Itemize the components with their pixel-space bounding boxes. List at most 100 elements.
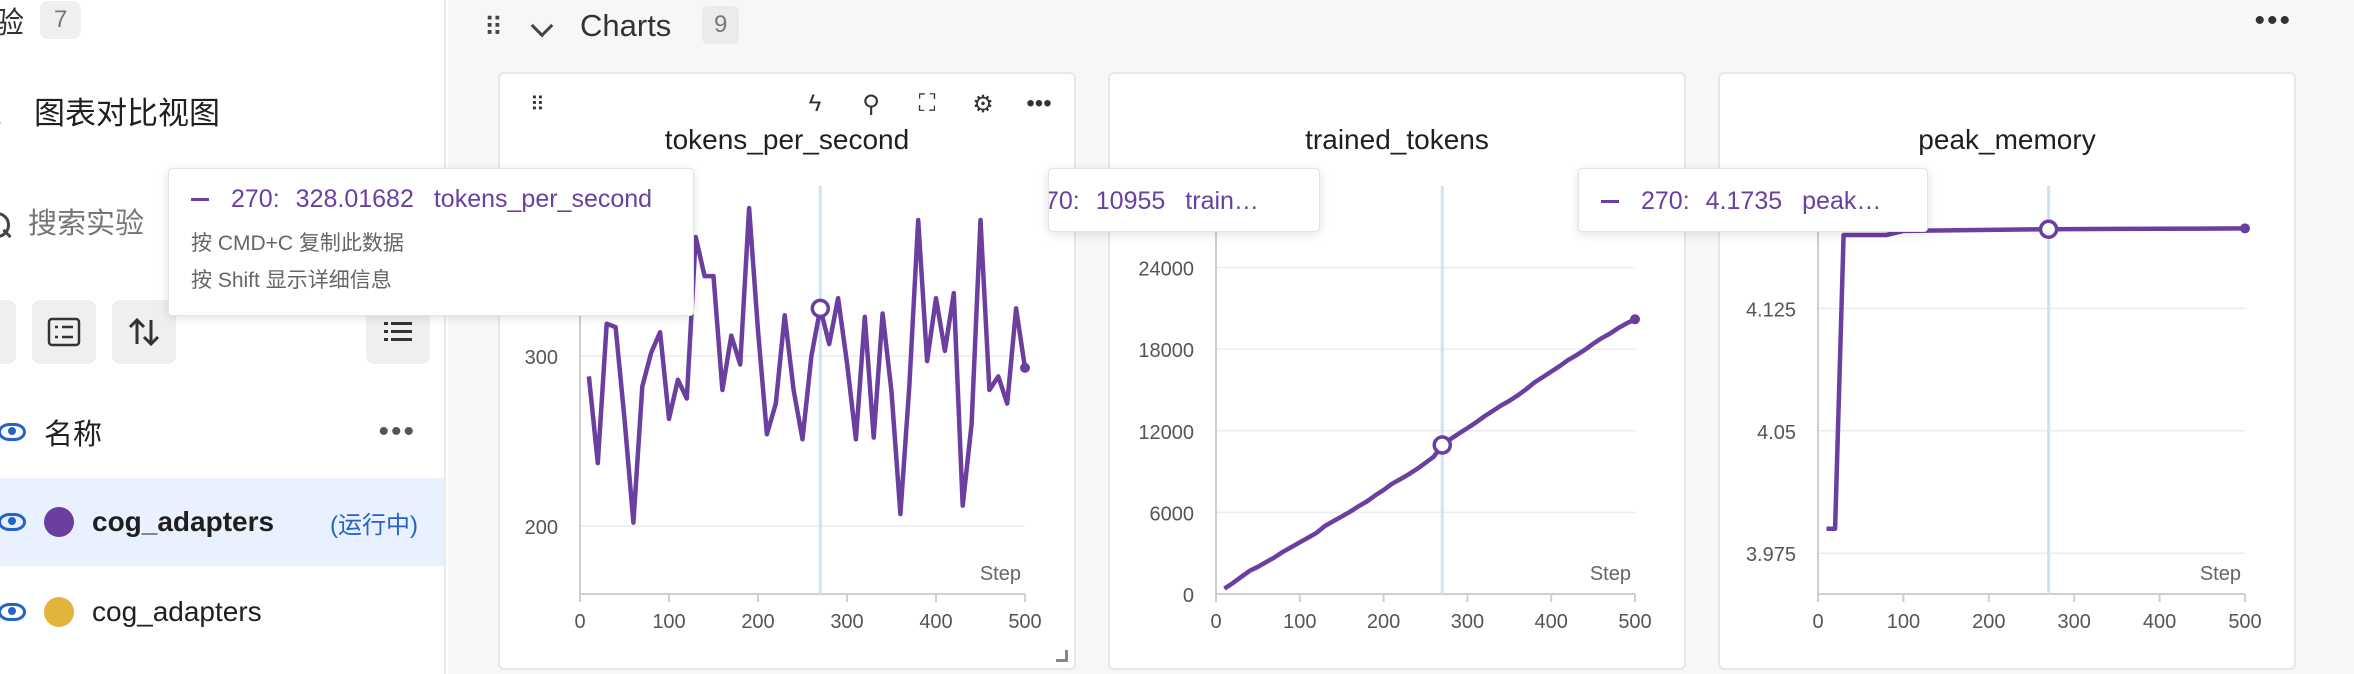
x-tick-label: 100 bbox=[1283, 611, 1316, 633]
y-tick-label: 200 bbox=[525, 517, 558, 539]
x-tick-label: 0 bbox=[1210, 611, 1221, 633]
tooltip-series: tokens_per_second bbox=[433, 184, 653, 213]
eye-icon[interactable] bbox=[0, 603, 26, 621]
tooltip-row: 270: 328.01682 tokens_per_second bbox=[191, 179, 693, 219]
y-tick-label: 6000 bbox=[1150, 503, 1195, 525]
tooltip-step: 270: bbox=[231, 184, 280, 213]
tooltip-row: 70: 10955 train… bbox=[1049, 181, 1319, 221]
hover-point bbox=[810, 298, 831, 319]
run-row[interactable]: cog_adapters bbox=[0, 568, 444, 656]
x-tick-label: 0 bbox=[574, 611, 585, 633]
experiment-group-header[interactable]: 验 7 bbox=[0, 0, 82, 42]
eye-icon[interactable] bbox=[0, 513, 26, 531]
series-marker bbox=[191, 197, 209, 201]
chart-title: trained_tokens bbox=[1305, 124, 1489, 155]
section-title: Charts bbox=[580, 8, 672, 43]
more-icon[interactable]: ••• bbox=[378, 415, 416, 448]
lightning-icon[interactable]: ϟ bbox=[808, 90, 822, 117]
y-tick-label: 4.125 bbox=[1746, 299, 1796, 321]
tooltip-row: 270: 4.1735 peak… bbox=[1601, 181, 1927, 221]
eye-icon[interactable] bbox=[0, 423, 26, 441]
y-tick-label: 18000 bbox=[1138, 340, 1194, 362]
view-label: 图表对比视图 bbox=[34, 96, 220, 131]
x-tick-label: 400 bbox=[2143, 611, 2176, 633]
series-line bbox=[1826, 226, 2246, 531]
view-icon: ⌊ bbox=[0, 94, 22, 127]
run-name: cog_adapters bbox=[92, 506, 275, 537]
fullscreen-icon[interactable]: ⛶ bbox=[918, 90, 936, 117]
run-color-dot[interactable] bbox=[44, 507, 74, 537]
tooltip-value: 4.1735 bbox=[1705, 186, 1783, 215]
experiment-sidebar: 验 7 ⌊ 图表对比视图 ▤ bbox=[0, 0, 446, 674]
hover-point bbox=[2038, 219, 2059, 239]
y-tick-label: 12000 bbox=[1138, 422, 1194, 444]
list-icon bbox=[384, 322, 412, 341]
chart-card[interactable]: ⠿ ϟ ⚲ ⛶ ⚙ ••• tokens_per_second 200 300 0 1… bbox=[498, 72, 1076, 670]
series-line bbox=[1223, 317, 1636, 591]
tooltip-series: peak… bbox=[1802, 186, 1882, 215]
chart-tooltip: 270: 328.01682 tokens_per_second 按 CMD+C… bbox=[168, 168, 694, 316]
name-column-header: 名称 bbox=[44, 419, 103, 451]
search-icon bbox=[0, 210, 18, 240]
x-tick-label: 500 bbox=[1008, 611, 1041, 633]
tooltip-hint: 按 CMD+C 复制此数据 bbox=[191, 232, 404, 255]
drag-handle-icon[interactable]: ⠿ bbox=[484, 12, 503, 42]
chart-plot[interactable]: 200 300 0 100 200 300 400 500 Step bbox=[500, 74, 1078, 672]
x-tick-label: 400 bbox=[1535, 611, 1568, 633]
chart-compare-view-item[interactable]: ⌊ 图表对比视图 bbox=[0, 88, 220, 133]
chart-card[interactable]: trained_tokens 0 6000 12000 18000 24000 0 100 2… bbox=[1108, 72, 1686, 670]
pin-icon[interactable]: ⚲ bbox=[862, 91, 880, 118]
y-tick-label: 24000 bbox=[1138, 259, 1194, 281]
tooltip-hint: 按 Shift 显示详细信息 bbox=[191, 269, 392, 292]
more-icon[interactable]: ••• bbox=[2254, 4, 2292, 37]
series-end-point bbox=[2240, 223, 2250, 234]
x-tick-label: 500 bbox=[1618, 611, 1651, 633]
run-row[interactable]: cog_adapters (运行中) bbox=[0, 478, 444, 566]
chart-card[interactable]: peak_memory 3.975 4.05 4.125 0 100 200 300 400 5… bbox=[1718, 72, 2296, 670]
x-tick-label: 300 bbox=[2058, 611, 2091, 633]
series-marker bbox=[1601, 199, 1619, 203]
more-icon[interactable]: ••• bbox=[1026, 90, 1052, 117]
y-tick-label: 0 bbox=[1183, 585, 1194, 607]
x-tick-label: 200 bbox=[1972, 611, 2005, 633]
y-tick-label: 4.05 bbox=[1757, 422, 1796, 444]
y-tick-label: 300 bbox=[525, 347, 558, 369]
chart-title: tokens_per_second bbox=[664, 124, 910, 155]
x-axis-label: Step bbox=[980, 563, 1021, 585]
x-tick-label: 100 bbox=[652, 611, 685, 633]
run-color-dot[interactable] bbox=[44, 597, 74, 627]
chart-plot[interactable]: 0 6000 12000 18000 24000 0 100 200 300 400 500 Step bbox=[1110, 74, 1688, 672]
chart-plot[interactable]: 3.975 4.05 4.125 0 100 200 300 400 500 Step bbox=[1720, 74, 2298, 672]
group-count-badge: 7 bbox=[40, 1, 82, 39]
runs-header-row: 名称 ••• bbox=[0, 404, 444, 460]
gear-icon[interactable]: ⚙ bbox=[972, 91, 994, 118]
series-end-point bbox=[1020, 362, 1030, 373]
x-axis-label: Step bbox=[2200, 563, 2241, 585]
chevron-down-icon[interactable] bbox=[530, 14, 554, 38]
x-tick-label: 400 bbox=[919, 611, 952, 633]
x-tick-label: 200 bbox=[741, 611, 774, 633]
tooltip-series: train… bbox=[1185, 186, 1259, 215]
tooltip-value: 328.01682 bbox=[295, 184, 414, 213]
section-count-badge: 9 bbox=[702, 6, 740, 44]
x-axis-label: Step bbox=[1590, 563, 1631, 585]
x-tick-label: 100 bbox=[1887, 611, 1920, 633]
filter-button[interactable]: ▤ bbox=[0, 300, 16, 364]
y-tick-label: 3.975 bbox=[1746, 544, 1796, 566]
chart-tooltip: 270: 4.1735 peak… bbox=[1578, 168, 1928, 232]
run-status: (运行中) bbox=[330, 511, 418, 539]
drag-handle-icon[interactable]: ⠿ bbox=[530, 94, 545, 116]
columns-button[interactable] bbox=[32, 300, 96, 364]
x-tick-label: 0 bbox=[1812, 611, 1823, 633]
run-name: cog_adapters bbox=[92, 596, 262, 627]
sort-button[interactable] bbox=[112, 300, 176, 364]
chart-title: peak_memory bbox=[1918, 124, 2096, 155]
tooltip-value: 10955 bbox=[1095, 186, 1166, 215]
chart-toolbar: ϟ ⚲ ⛶ ⚙ ••• bbox=[798, 90, 1056, 119]
sort-arrows-icon bbox=[128, 317, 160, 347]
tooltip-step: 270: bbox=[1641, 186, 1690, 215]
resize-handle[interactable] bbox=[1056, 650, 1068, 662]
series-line bbox=[586, 205, 1028, 525]
hover-point bbox=[1432, 435, 1453, 455]
group-label: 验 bbox=[0, 0, 24, 42]
